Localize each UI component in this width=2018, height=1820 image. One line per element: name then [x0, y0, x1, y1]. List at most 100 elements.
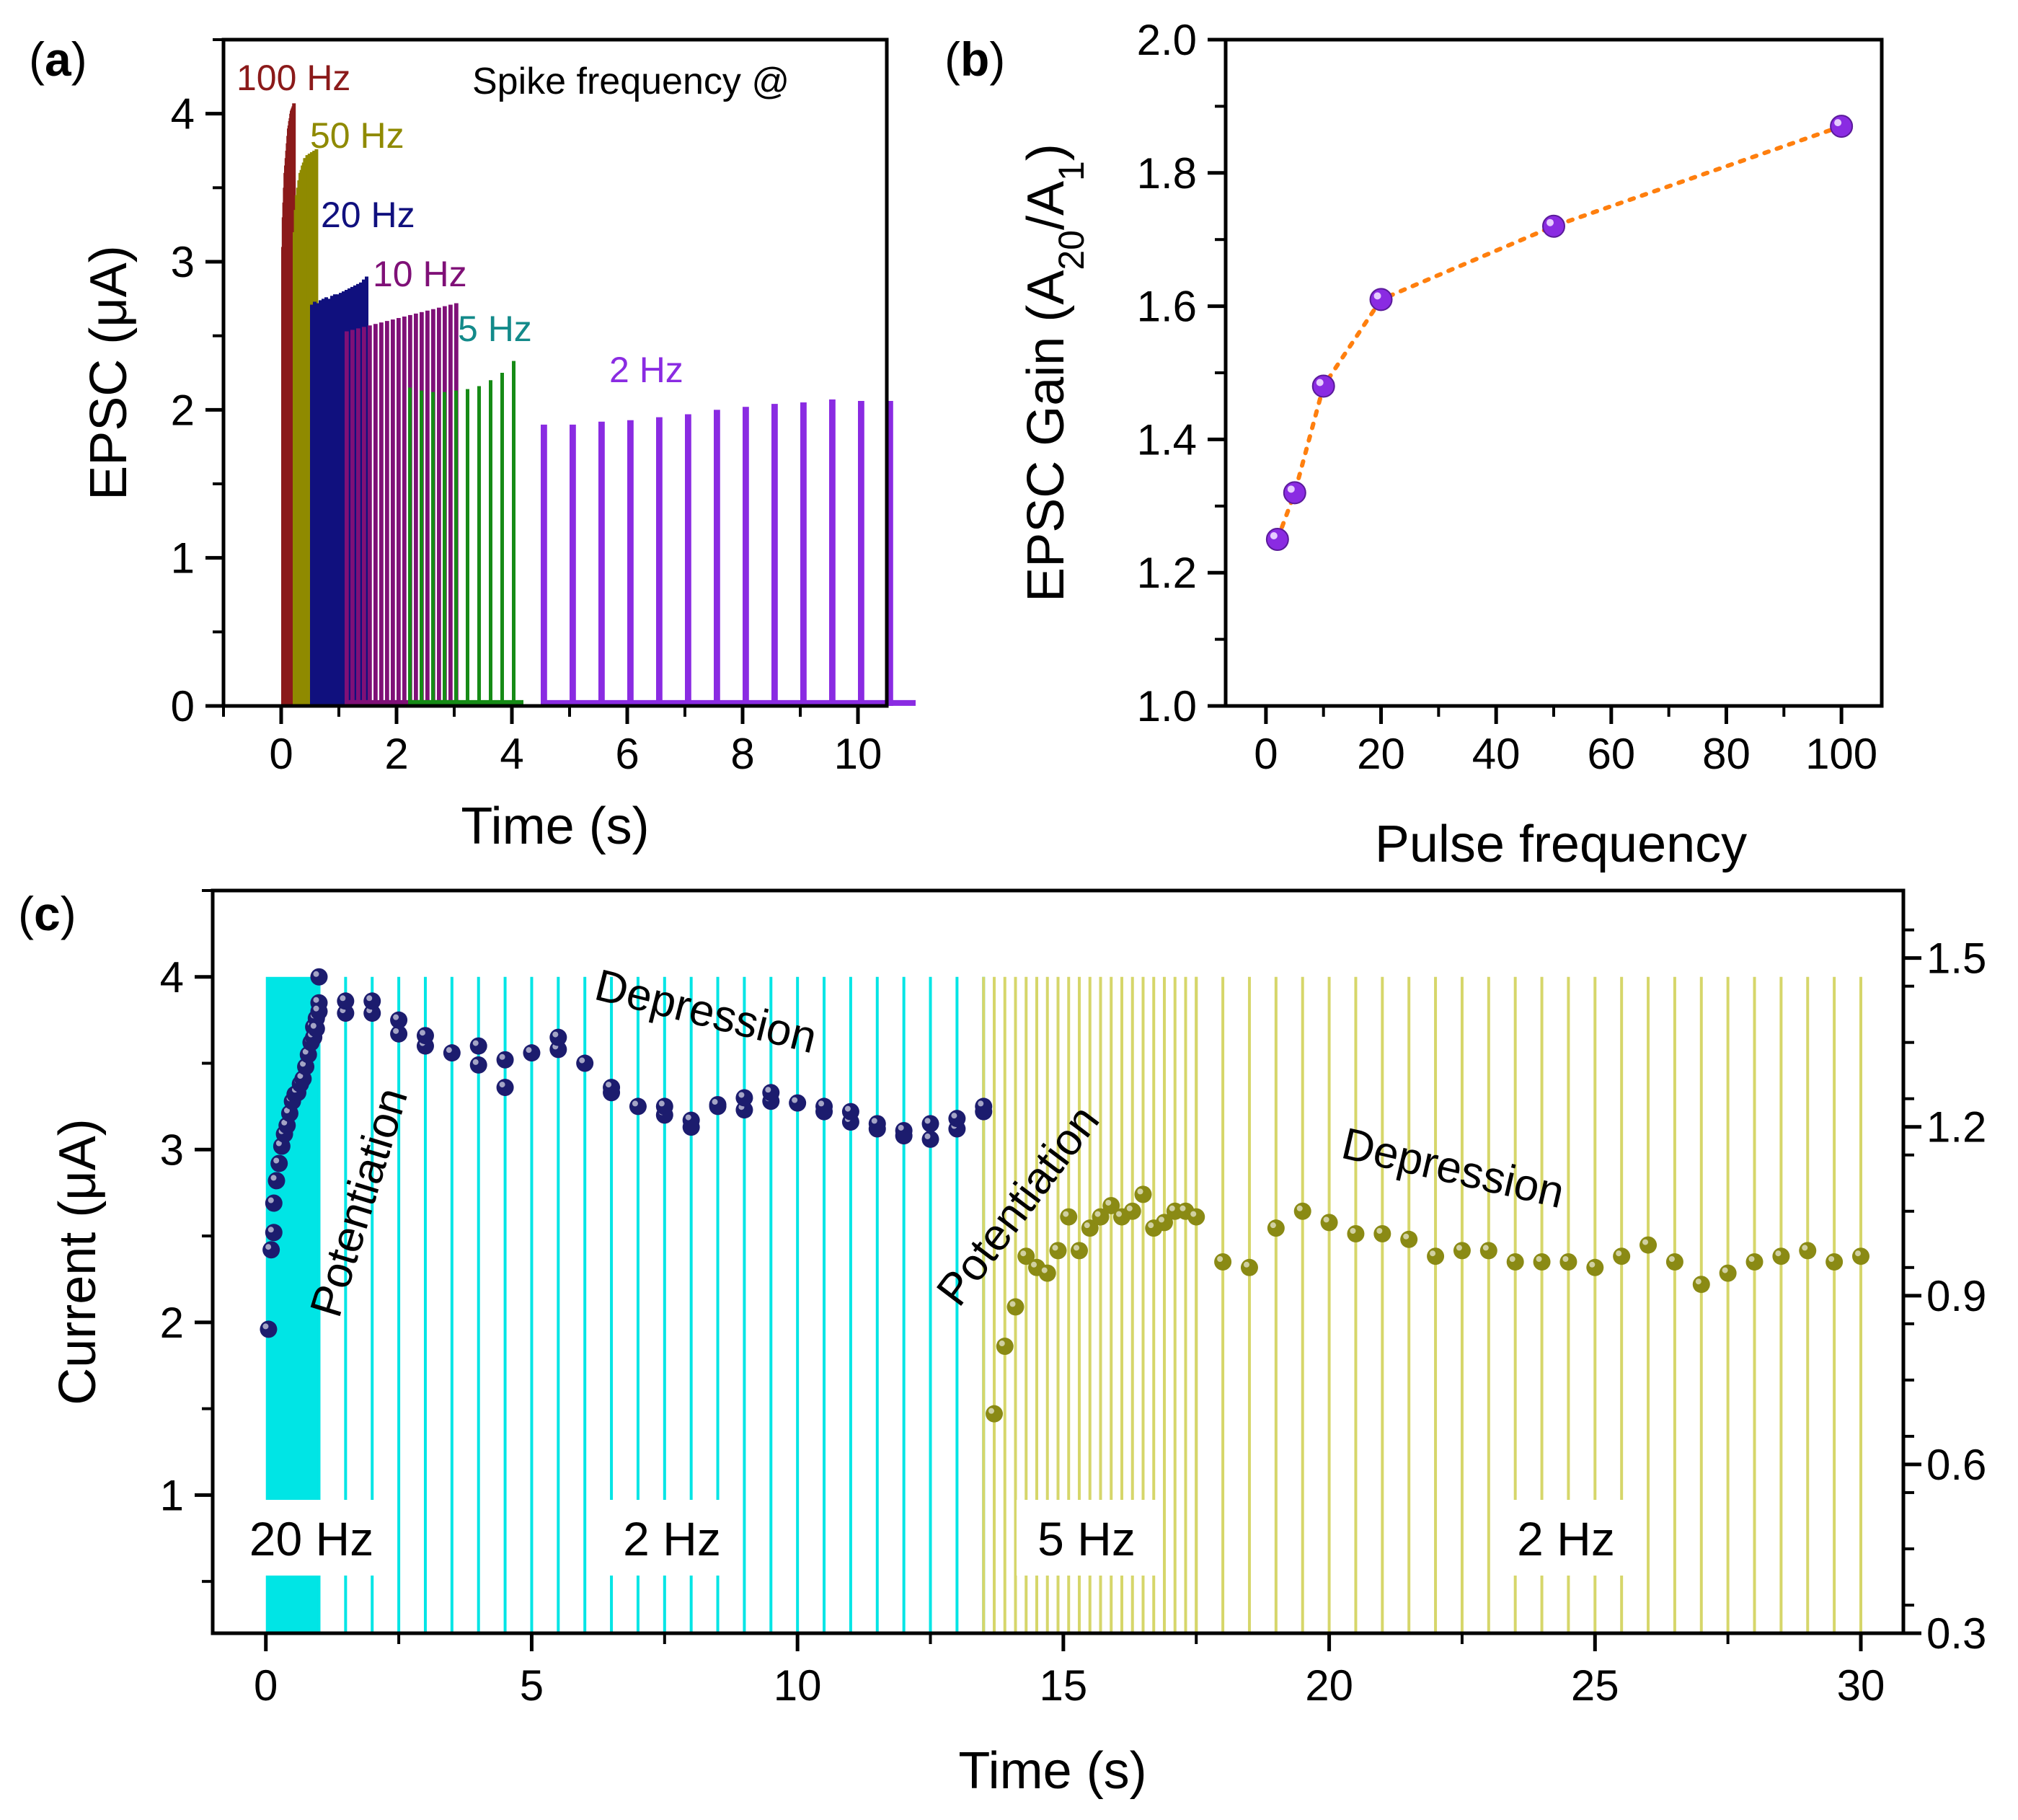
point-highlight	[1084, 1222, 1090, 1229]
data-point	[1533, 1253, 1551, 1271]
panel-b-trend-line	[1275, 124, 1844, 542]
y-tick-label: 4	[171, 90, 195, 138]
spike	[448, 304, 453, 707]
x-tick-label: 0	[1254, 730, 1278, 778]
panel-c-y-title: Current (μA)	[49, 1118, 107, 1405]
spike	[310, 304, 314, 707]
data-point	[1745, 1253, 1763, 1271]
point-highlight	[262, 1323, 269, 1330]
freq-box-2hz-a	[602, 1500, 743, 1576]
series-label-5hz: 5 Hz	[458, 309, 532, 349]
spike	[397, 318, 401, 706]
data-point	[948, 1110, 966, 1128]
spike	[858, 401, 864, 706]
point-highlight	[297, 1073, 304, 1079]
spike	[339, 293, 342, 706]
point-highlight	[265, 1244, 272, 1250]
point-highlight	[1180, 1205, 1186, 1211]
point-highlight	[738, 1092, 745, 1098]
data-point	[975, 1097, 993, 1116]
data-point	[1639, 1236, 1658, 1254]
spike	[771, 404, 778, 706]
data-point	[868, 1115, 886, 1133]
point-highlight	[579, 1057, 585, 1064]
spike	[408, 387, 412, 706]
data-point	[1049, 1242, 1067, 1260]
point-highlight	[1296, 1205, 1303, 1211]
point-highlight	[1073, 1245, 1079, 1251]
data-point	[1187, 1208, 1205, 1226]
spike	[385, 321, 389, 707]
data-point	[1613, 1247, 1631, 1265]
spike	[420, 390, 423, 706]
y-tick-label-right: 0.9	[1926, 1272, 1986, 1320]
point-highlight	[393, 1014, 399, 1020]
data-point	[1347, 1224, 1365, 1242]
data-point	[1799, 1242, 1817, 1260]
panel-a-frame	[221, 37, 889, 708]
point-highlight	[871, 1118, 877, 1124]
data-point	[789, 1094, 807, 1112]
data-point	[1479, 1242, 1497, 1260]
freq-box-5hz	[1017, 1500, 1157, 1576]
spike	[570, 424, 576, 706]
point-highlight	[606, 1082, 612, 1088]
point-highlight	[366, 995, 373, 1002]
data-point	[1283, 481, 1306, 505]
y-tick-label: 2	[171, 386, 195, 434]
panel-a-series-labels: 100 Hz 50 Hz 20 Hz 10 Hz 5 Hz 2 Hz	[236, 58, 683, 390]
y-tick-label: 1.4	[1137, 415, 1197, 464]
point-highlight	[1169, 1205, 1175, 1211]
data-point	[1006, 1298, 1025, 1316]
point-highlight	[1616, 1250, 1622, 1257]
x-tick-label: 8	[730, 730, 754, 778]
freq-label-2hz-b: 2 Hz	[1517, 1512, 1615, 1565]
point-highlight	[313, 971, 319, 977]
spike	[373, 324, 378, 706]
spike	[437, 307, 441, 706]
data-point	[523, 1044, 541, 1062]
data-point	[1373, 1224, 1391, 1242]
data-point	[1586, 1258, 1604, 1276]
y-tick-label: 2.0	[1137, 16, 1197, 64]
y-tick-label: 0	[171, 682, 195, 730]
series-label-10hz: 10 Hz	[373, 254, 467, 294]
spike	[350, 330, 355, 706]
data-point	[1267, 1219, 1285, 1237]
data-point	[1559, 1253, 1577, 1271]
point-highlight	[1509, 1256, 1515, 1262]
spike	[829, 399, 836, 706]
spike	[714, 410, 720, 706]
data-point	[1826, 1253, 1844, 1271]
panel-c-x-title: Time (s)	[958, 1742, 1146, 1800]
panel-a-x-title: Time (s)	[461, 798, 649, 855]
data-point	[443, 1044, 461, 1062]
point-highlight	[1217, 1256, 1223, 1262]
panel-c-frequency-labels: 20 Hz 2 Hz 5 Hz 2 Hz	[238, 1500, 1637, 1576]
y-tick-label-left: 2	[160, 1299, 184, 1347]
point-highlight	[552, 1031, 559, 1038]
point-highlight	[1052, 1245, 1058, 1251]
point-highlight	[898, 1124, 904, 1131]
point-highlight	[1270, 1222, 1276, 1229]
point-highlight	[393, 1028, 399, 1034]
data-point	[270, 1154, 288, 1172]
x-tick-label: 0	[254, 1661, 278, 1710]
point-highlight	[1063, 1211, 1069, 1217]
y-tick-label-right: 0.3	[1926, 1609, 1986, 1658]
spike	[685, 414, 691, 706]
point-highlight	[281, 1119, 288, 1126]
spike	[402, 316, 407, 706]
x-tick-label: 60	[1587, 730, 1635, 778]
point-highlight	[924, 1118, 931, 1124]
point-highlight	[658, 1100, 665, 1107]
point-highlight	[792, 1097, 798, 1103]
data-point	[576, 1054, 594, 1072]
data-point	[549, 1028, 567, 1046]
point-highlight	[1126, 1205, 1133, 1211]
panel-b-label: (b)	[944, 32, 1005, 86]
point-highlight	[1589, 1261, 1596, 1268]
point-highlight	[300, 1061, 306, 1067]
point-highlight	[419, 1030, 425, 1036]
point-highlight	[267, 1197, 274, 1203]
